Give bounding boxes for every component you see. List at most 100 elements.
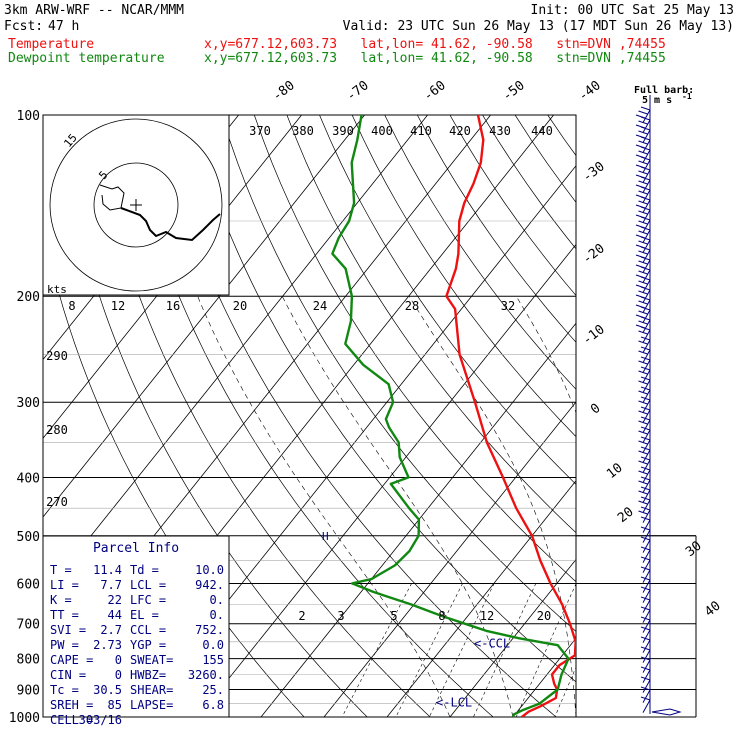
theta-label: 440	[531, 124, 553, 138]
wind-barb-tick	[640, 116, 651, 121]
mixing-ratio-line	[341, 583, 412, 717]
wind-barb	[642, 529, 651, 543]
moist-adiabat-line	[197, 296, 451, 717]
parcel-param-value: 22	[108, 593, 122, 607]
parcel-param-value: 7.7	[100, 578, 122, 592]
hodograph-trace	[99, 184, 125, 211]
wind-barb	[642, 569, 651, 583]
dry-adiabat-line	[547, 115, 576, 157]
isotherm-line	[702, 115, 740, 717]
parcel-param-value: 0	[115, 668, 122, 682]
isotherm-label: 0	[588, 401, 603, 418]
isotherm-label: -30	[580, 159, 608, 185]
wind-barb	[642, 209, 651, 223]
parcel-param-label: LCL =	[130, 578, 166, 592]
wind-barb	[642, 549, 651, 563]
wind-barb	[642, 369, 651, 383]
isotherm-line	[639, 115, 740, 717]
wind-barb-tick	[640, 356, 651, 361]
parcel-param-value: 3260.	[188, 668, 224, 682]
moist-adiabat-line	[281, 296, 514, 717]
isotherm-label: 40	[702, 599, 724, 620]
wind-barb-tick	[640, 466, 651, 471]
wind-barb-tick	[640, 346, 651, 351]
isotherm-label: 20	[615, 505, 637, 526]
wind-barb-tick	[638, 190, 648, 195]
wind-barb	[642, 409, 651, 423]
wind-barb-tick	[638, 400, 648, 405]
dewpoint-legend: Dewpoint temperature	[8, 51, 165, 66]
wind-barb	[642, 489, 651, 503]
wind-barb-tick	[638, 310, 648, 315]
wind-barb-tick	[638, 350, 648, 355]
wind-barb	[642, 339, 651, 353]
mixing-ratio-label: 12	[480, 609, 494, 623]
wind-barb-tick	[640, 586, 651, 591]
theta-label: 400	[371, 124, 393, 138]
parcel-param-label: SWEAT=	[130, 653, 173, 667]
wind-barb	[642, 239, 651, 253]
wind-barb	[642, 649, 651, 663]
init-time: Init: 00 UTC Sat 25 May 13	[530, 3, 735, 18]
wind-barb	[642, 109, 651, 123]
isotherm-line	[386, 480, 576, 717]
wind-barb	[642, 499, 651, 513]
wind-barb-tick	[638, 280, 648, 285]
wind-barb-tick	[640, 366, 651, 371]
wind-barb-tick	[640, 266, 651, 271]
wind-barb-tick	[640, 526, 651, 531]
parcel-param-label: Td =	[130, 563, 159, 577]
parcel-info-title: Parcel Info	[93, 541, 179, 556]
wind-barb	[642, 449, 651, 463]
wind-barb-tick	[640, 136, 651, 141]
wind-barb	[642, 219, 651, 233]
mixing-ratio-line	[606, 583, 661, 717]
isotherm-label: -50	[500, 78, 528, 104]
parcel-param-value: 0	[115, 653, 122, 667]
wind-barb-tick	[638, 370, 648, 375]
barb-legend-title: Full barb:	[634, 85, 694, 96]
wind-barb	[642, 319, 651, 333]
isotherm-line	[43, 115, 365, 518]
pressure-label: 500	[17, 530, 40, 545]
isotherm-line	[575, 716, 576, 717]
wind-barb-tick	[640, 676, 651, 681]
wind-barb-tick	[640, 636, 651, 641]
wind-barb	[642, 509, 651, 523]
wind-barb-tick	[640, 186, 651, 191]
wind-barb-tick	[640, 276, 651, 281]
dry-adiabat-line	[613, 115, 740, 717]
wind-barb-tick	[640, 596, 651, 601]
parcel-param-value: 0.	[210, 608, 224, 622]
wind-barb-tick	[640, 516, 651, 521]
wind-barb	[642, 139, 651, 153]
wind-barb	[642, 309, 651, 323]
wind-barb-tick	[640, 616, 651, 621]
isotherm-label: -80	[270, 78, 298, 104]
parcel-param-label: CCL =	[130, 623, 166, 637]
wind-barb-tick	[640, 646, 651, 651]
wind-barb-tick	[640, 336, 651, 341]
wind-barb-tick	[638, 210, 648, 215]
wind-barb	[642, 259, 651, 273]
hodograph-trace	[120, 207, 221, 242]
mixing-ratio-line	[429, 583, 495, 717]
wind-barb-tick	[638, 510, 648, 515]
wind-barb-tick	[640, 146, 651, 151]
wind-barb-tick	[640, 256, 651, 261]
parcel-param-label: CELL =	[50, 713, 93, 727]
parcel-param-value: 303/16	[79, 713, 122, 727]
wind-barb-tick	[640, 696, 651, 701]
pressure-label: 400	[17, 471, 40, 486]
wind-barb-tick	[640, 106, 651, 111]
parcel-param-value: 942.	[195, 578, 224, 592]
parcel-param-value: 10.0	[195, 563, 224, 577]
wind-barb	[642, 169, 651, 183]
wind-barb	[642, 269, 651, 283]
parcel-param-value: 30.5	[93, 683, 122, 697]
wind-barb-tick	[638, 300, 648, 305]
plot-frame	[42, 114, 577, 718]
wind-barb-tick	[640, 206, 651, 211]
dry-adiabat-line	[514, 115, 576, 203]
wind-barb	[642, 639, 651, 653]
